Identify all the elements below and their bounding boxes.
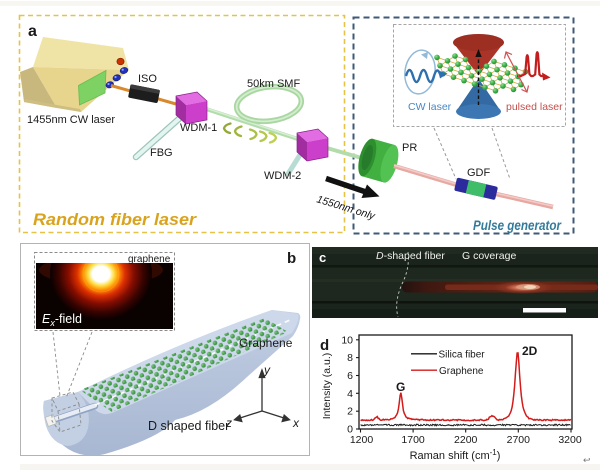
svg-text:Ex-field: Ex-field [42,312,82,328]
svg-text:1200: 1200 [350,434,374,446]
svg-text:Pulse generator: Pulse generator [473,217,562,233]
svg-text:c: c [319,250,326,265]
svg-text:d: d [320,337,329,354]
svg-text:2D: 2D [522,344,538,358]
svg-text:Graphene: Graphene [439,366,484,377]
svg-text:2: 2 [347,406,353,418]
svg-text:Random fiber laser: Random fiber laser [33,210,197,229]
svg-text:WDM-1: WDM-1 [180,122,217,134]
svg-text:Intensity (a.u.): Intensity (a.u.) [321,353,333,420]
svg-text:50km SMF: 50km SMF [247,78,300,90]
svg-text:CW laser: CW laser [408,101,452,113]
svg-text:G coverage: G coverage [462,250,516,262]
svg-text:FBG: FBG [150,147,173,159]
svg-text:G: G [396,380,405,394]
svg-text:D shaped fiber: D shaped fiber [148,419,229,433]
svg-text:a: a [28,23,37,40]
svg-text:10: 10 [341,334,353,346]
svg-text:1455nm CW laser: 1455nm CW laser [27,114,115,126]
svg-text:GDF: GDF [467,167,491,179]
svg-text:y: y [263,363,271,377]
svg-text:6: 6 [347,370,353,382]
svg-text:PR: PR [402,142,417,154]
svg-text:z: z [225,416,232,430]
svg-text:b: b [287,250,296,267]
svg-text:Raman shift (cm-1): Raman shift (cm-1) [410,448,501,462]
svg-text:2200: 2200 [454,434,478,446]
svg-text:x: x [292,416,300,430]
svg-text:Graphene: Graphene [239,336,293,350]
svg-text:0: 0 [347,424,353,436]
svg-text:2700: 2700 [507,434,531,446]
svg-text:8: 8 [347,352,353,364]
svg-text:↩: ↩ [583,455,591,465]
svg-text:D-shaped fiber: D-shaped fiber [376,250,445,262]
svg-text:3200: 3200 [558,434,582,446]
svg-text:Silica fiber: Silica fiber [439,350,486,361]
svg-text:4: 4 [347,388,353,400]
svg-text:graphene: graphene [128,254,171,265]
svg-text:1700: 1700 [401,434,425,446]
svg-text:pulsed laser: pulsed laser [506,101,563,113]
svg-text:WDM-2: WDM-2 [264,170,301,182]
svg-text:ISO: ISO [138,73,157,85]
